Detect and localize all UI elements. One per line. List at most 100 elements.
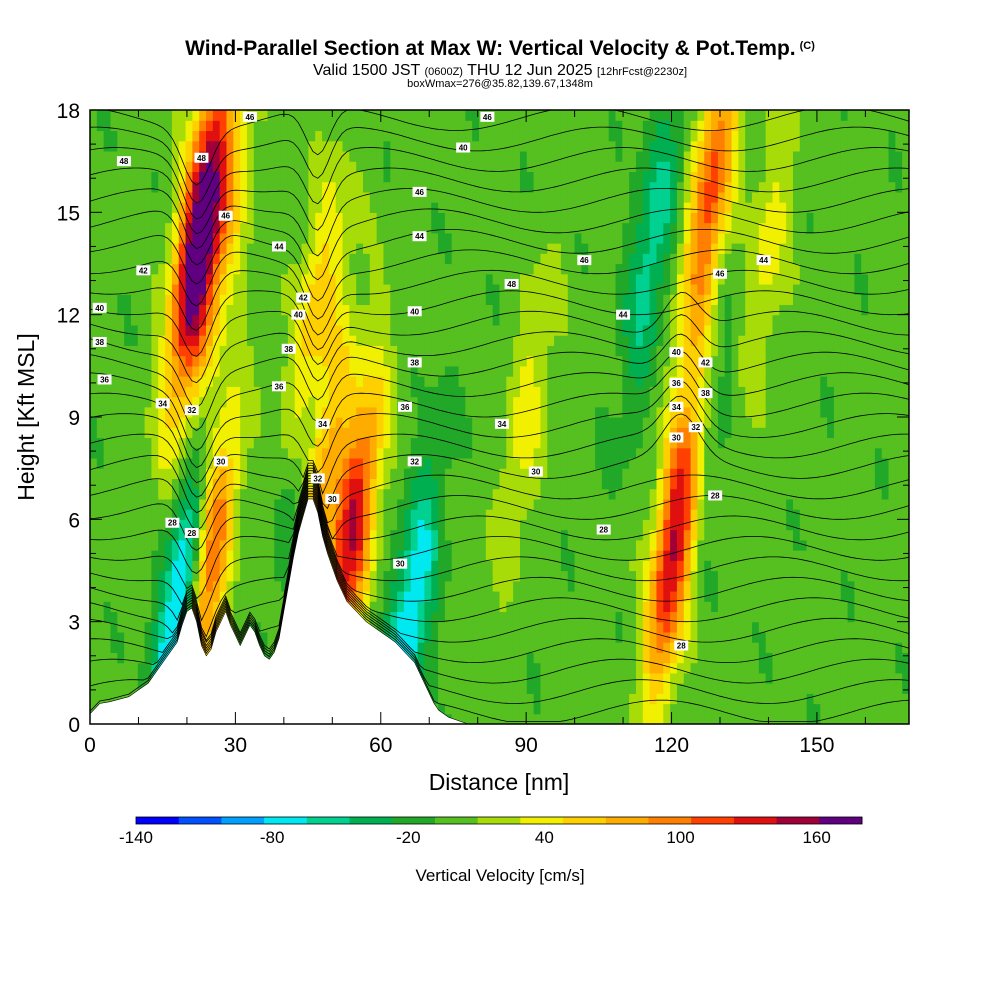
velocity-cell (444, 150, 453, 162)
velocity-cell (636, 253, 644, 265)
velocity-cell (253, 386, 262, 398)
velocity-cell (158, 355, 166, 367)
velocity-cell (199, 365, 207, 377)
velocity-cell (253, 468, 262, 479)
velocity-cell (615, 222, 623, 234)
velocity-cell (342, 406, 350, 418)
velocity-cell (574, 621, 582, 633)
velocity-cell (267, 498, 275, 510)
velocity-cell (567, 703, 576, 715)
velocity-cell (390, 253, 398, 265)
velocity-cell (417, 539, 426, 551)
velocity-cell (158, 621, 166, 633)
velocity-cell (595, 662, 603, 674)
velocity-cell (479, 202, 487, 213)
velocity-cell (178, 519, 187, 531)
velocity-cell (90, 580, 98, 592)
velocity-cell (636, 713, 644, 724)
velocity-cell (117, 140, 125, 152)
velocity-cell (581, 335, 589, 346)
velocity-cell (376, 232, 385, 244)
velocity-cell (403, 140, 412, 152)
velocity-cell (144, 560, 153, 572)
velocity-cell (356, 324, 364, 336)
velocity-cell (274, 560, 282, 572)
velocity-cell (363, 232, 371, 244)
velocity-cell (178, 386, 187, 398)
velocity-cell (472, 406, 480, 418)
velocity-cell (519, 570, 528, 582)
velocity-cell (533, 335, 542, 346)
velocity-cell (117, 478, 125, 490)
velocity-cell (281, 294, 289, 306)
velocity-cell (410, 570, 419, 582)
velocity-cell (636, 140, 644, 152)
velocity-cell (458, 376, 466, 387)
velocity-cell (636, 212, 644, 224)
velocity-cell (581, 273, 589, 285)
velocity-cell (519, 478, 528, 490)
velocity-cell (540, 468, 548, 479)
velocity-cell (601, 642, 610, 653)
velocity-cell (246, 529, 255, 541)
velocity-cell (240, 550, 248, 561)
velocity-cell (240, 427, 248, 439)
velocity-cell (185, 488, 193, 500)
velocity-cell (390, 498, 398, 510)
velocity-cell (124, 294, 132, 306)
velocity-cell (294, 457, 303, 469)
velocity-cell (246, 539, 255, 551)
velocity-cell (390, 621, 398, 633)
velocity-cell (158, 212, 166, 224)
velocity-cell (110, 693, 118, 705)
velocity-cell (369, 365, 378, 377)
velocity-cell (649, 631, 658, 643)
velocity-cell (369, 294, 378, 306)
velocity-cell (110, 642, 118, 653)
velocity-cell (526, 171, 535, 183)
velocity-cell (124, 191, 132, 203)
velocity-cell (315, 324, 323, 336)
velocity-cell (130, 447, 139, 459)
velocity-cell (192, 304, 200, 316)
velocity-cell (451, 335, 460, 346)
velocity-cell (240, 437, 248, 449)
velocity-cell (110, 498, 118, 510)
velocity-cell (533, 693, 542, 705)
velocity-cell (574, 181, 582, 193)
velocity-cell (171, 529, 180, 541)
velocity-cell (96, 529, 105, 541)
velocity-cell (342, 191, 350, 203)
velocity-cell (526, 396, 535, 408)
velocity-cell (335, 406, 344, 418)
velocity-cell (636, 662, 644, 674)
velocity-cell (403, 304, 412, 316)
velocity-cell (479, 468, 487, 479)
velocity-cell (526, 181, 535, 193)
velocity-cell (417, 345, 426, 357)
velocity-cell (178, 498, 187, 510)
velocity-cell (513, 560, 521, 572)
velocity-cell (301, 202, 309, 213)
velocity-cell (595, 396, 603, 408)
velocity-cell (226, 478, 234, 490)
velocity-cell (649, 550, 658, 561)
velocity-cell (403, 631, 412, 643)
velocity-cell (301, 447, 309, 459)
velocity-cell (287, 509, 296, 520)
velocity-cell (554, 120, 562, 132)
velocity-cell (465, 447, 473, 459)
velocity-cell (199, 386, 207, 398)
velocity-cell (547, 253, 555, 265)
velocity-cell (117, 631, 125, 643)
velocity-cell (629, 243, 637, 254)
velocity-cell (492, 181, 501, 193)
velocity-cell (417, 580, 426, 592)
velocity-cell (547, 335, 555, 346)
velocity-cell (567, 683, 576, 694)
velocity-cell (281, 263, 289, 275)
velocity-cell (533, 642, 542, 653)
velocity-cell (479, 314, 487, 326)
velocity-cell (533, 273, 542, 285)
velocity-cell (629, 355, 637, 367)
